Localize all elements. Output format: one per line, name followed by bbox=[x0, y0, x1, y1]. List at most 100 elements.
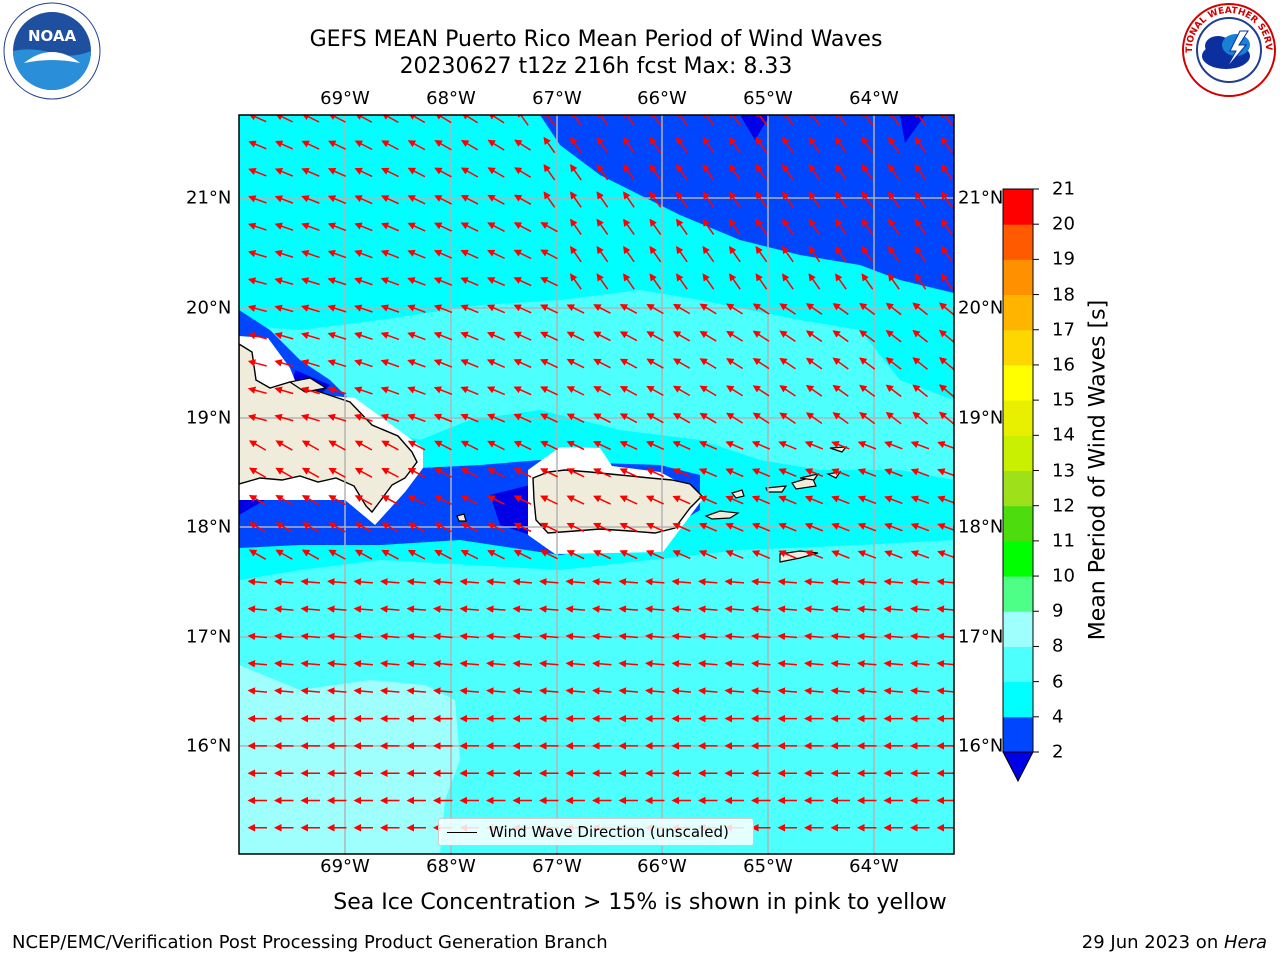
colorbar-band bbox=[1003, 224, 1033, 260]
wind-wave-arrow bbox=[596, 273, 609, 290]
wind-wave-arrow bbox=[859, 302, 876, 316]
wind-wave-arrow bbox=[672, 385, 691, 397]
wind-wave-arrow bbox=[861, 115, 874, 126]
wind-wave-arrow bbox=[675, 273, 688, 290]
wind-wave-arrow bbox=[569, 273, 582, 290]
wind-wave-arrow bbox=[751, 687, 771, 695]
wind-wave-arrow bbox=[247, 413, 267, 422]
wind-wave-arrow bbox=[645, 495, 665, 505]
wind-wave-arrow bbox=[914, 218, 927, 236]
wind-wave-arrow bbox=[857, 468, 877, 477]
wind-wave-arrow bbox=[672, 468, 691, 478]
wind-wave-arrow bbox=[434, 522, 452, 533]
wind-wave-arrow bbox=[777, 660, 798, 668]
wind-wave-arrow bbox=[596, 115, 609, 126]
wind-wave-arrow bbox=[460, 139, 479, 151]
wind-wave-arrow bbox=[698, 468, 718, 478]
wind-wave-arrow bbox=[937, 495, 954, 504]
wind-wave-arrow bbox=[592, 495, 611, 505]
wind-wave-arrow bbox=[751, 522, 771, 532]
wind-wave-arrow bbox=[885, 357, 902, 370]
wind-wave-arrow bbox=[831, 550, 850, 559]
colorbar-tick-label: 21 bbox=[1052, 178, 1075, 200]
wind-wave-arrow bbox=[540, 222, 558, 233]
wind-wave-arrow bbox=[513, 331, 532, 341]
wind-wave-arrow bbox=[407, 522, 426, 533]
wind-wave-arrow bbox=[887, 218, 900, 236]
wind-wave-arrow bbox=[516, 115, 529, 126]
colorbar-tick-label: 10 bbox=[1052, 565, 1075, 587]
wind-wave-arrow bbox=[728, 218, 741, 236]
wind-wave-arrow bbox=[569, 191, 582, 208]
wind-wave-arrow bbox=[831, 441, 850, 450]
wind-wave-arrow bbox=[804, 660, 824, 668]
tortola-island bbox=[799, 473, 820, 481]
wind-wave-arrow bbox=[698, 495, 718, 505]
wind-wave-arrow bbox=[781, 115, 794, 126]
wind-wave-arrow bbox=[857, 550, 877, 559]
wind-wave-arrow bbox=[672, 440, 691, 450]
footer-producer: NCEP/EMC/Verification Post Processing Pr… bbox=[12, 932, 608, 953]
wind-wave-arrow bbox=[832, 302, 849, 315]
wind-wave-arrow bbox=[940, 191, 953, 208]
wind-wave-arrow bbox=[381, 522, 399, 533]
colorbar-tick-label: 4 bbox=[1052, 706, 1064, 728]
wind-wave-arrow bbox=[433, 386, 453, 396]
wind-wave-arrow bbox=[940, 273, 953, 290]
wind-wave-arrow bbox=[937, 550, 954, 559]
wind-wave-arrow bbox=[247, 660, 268, 668]
wind-wave-arrow bbox=[649, 245, 662, 263]
right-lat-label-18n: 18°N bbox=[958, 516, 1004, 538]
wind-wave-arrow bbox=[247, 250, 267, 258]
wind-wave-arrow bbox=[354, 195, 373, 205]
left-lat-label-21n: 21°N bbox=[186, 187, 232, 209]
wind-wave-arrow bbox=[327, 249, 347, 259]
wind-wave-arrow bbox=[857, 660, 877, 668]
wind-wave-arrow bbox=[619, 358, 638, 369]
bottom-lon-label-66w: 66°W bbox=[637, 856, 687, 877]
wind-wave-arrow bbox=[618, 660, 639, 668]
wind-wave-arrow bbox=[698, 578, 718, 586]
wind-wave-arrow bbox=[380, 605, 400, 613]
wind-wave-arrow bbox=[274, 304, 294, 313]
wind-wave-arrow bbox=[885, 384, 902, 398]
colorbar-tick-label: 14 bbox=[1052, 424, 1075, 446]
wind-wave-arrow bbox=[914, 115, 927, 126]
wind-wave-arrow bbox=[830, 687, 851, 695]
wind-wave-arrow bbox=[649, 191, 662, 208]
wind-wave-arrow bbox=[646, 385, 664, 397]
wind-wave-arrow bbox=[486, 277, 506, 287]
wind-wave-arrow bbox=[702, 273, 715, 290]
wind-wave-arrow bbox=[300, 359, 320, 368]
wind-wave-arrow bbox=[543, 136, 556, 154]
wind-wave-arrow bbox=[804, 440, 824, 450]
wind-wave-arrow bbox=[592, 632, 612, 641]
wind-wave-arrow bbox=[859, 330, 876, 343]
wind-wave-arrow bbox=[486, 632, 506, 641]
wind-wave-arrow bbox=[380, 632, 400, 641]
wind-wave-arrow bbox=[938, 357, 954, 371]
wind-wave-arrow bbox=[777, 605, 798, 613]
wind-wave-arrow bbox=[459, 605, 480, 613]
wind-wave-arrow bbox=[857, 605, 877, 613]
wind-wave-arrow bbox=[513, 167, 532, 178]
wind-wave-arrow bbox=[460, 386, 479, 396]
wind-wave-arrow bbox=[301, 222, 320, 232]
wind-wave-arrow bbox=[460, 413, 479, 423]
wind-wave-arrow bbox=[726, 330, 744, 342]
wind-wave-arrow bbox=[381, 495, 399, 506]
wind-wave-arrow bbox=[884, 468, 903, 477]
wind-wave-arrow bbox=[592, 468, 611, 478]
wind-wave-arrow bbox=[407, 440, 426, 451]
wind-wave-arrow bbox=[834, 191, 847, 208]
wind-wave-arrow bbox=[487, 249, 505, 260]
wind-wave-arrow bbox=[832, 412, 849, 425]
wind-wave-arrow bbox=[328, 140, 346, 150]
right-lat-label-17n: 17°N bbox=[958, 626, 1004, 648]
wind-wave-arrow bbox=[274, 167, 294, 177]
wind-wave-arrow bbox=[884, 550, 903, 559]
wind-wave-arrow bbox=[910, 660, 930, 668]
wind-wave-arrow bbox=[645, 468, 665, 478]
legend-line-swatch bbox=[447, 832, 477, 833]
wind-wave-arrow bbox=[910, 605, 930, 613]
